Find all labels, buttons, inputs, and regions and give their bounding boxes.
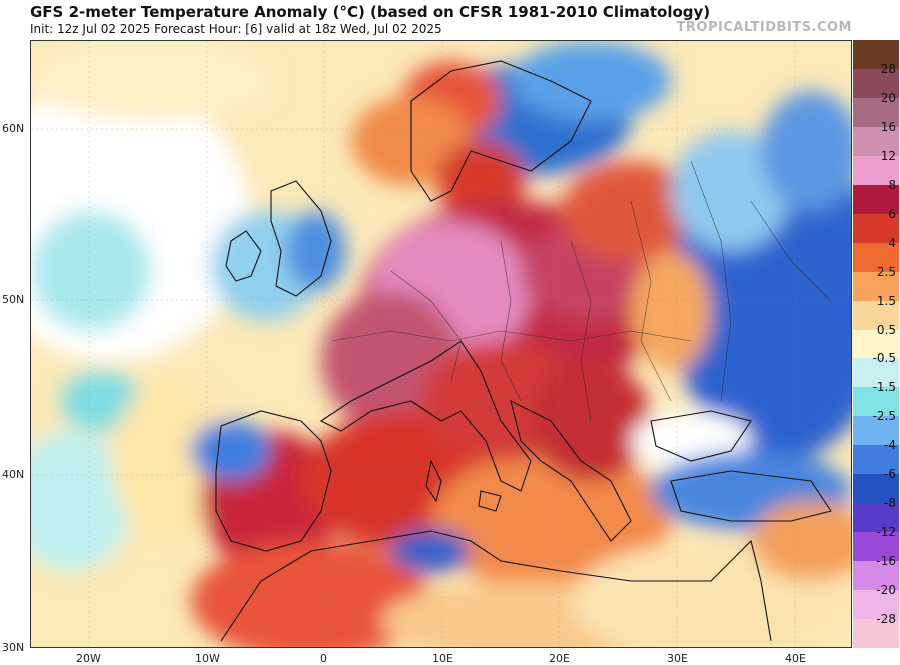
colorbar-label: 6 xyxy=(888,206,896,221)
colorbar-swatch xyxy=(853,184,899,215)
colorbar-label: 12 xyxy=(880,148,896,163)
colorbar-swatch xyxy=(853,532,899,562)
map-canvas xyxy=(31,41,851,647)
lon-label-20e: 20E xyxy=(549,652,570,665)
colorbar-label: -2.5 xyxy=(872,409,896,424)
colorbar-label: -12 xyxy=(876,525,896,540)
colorbar-swatch xyxy=(853,416,899,446)
colorbar-swatch xyxy=(853,619,899,649)
colorbar-swatch xyxy=(853,561,899,591)
colorbar-swatch xyxy=(853,358,899,388)
colorbar-swatch xyxy=(853,155,899,186)
borders xyxy=(330,160,832,422)
colorbar-swatch xyxy=(853,590,899,620)
coastlines xyxy=(215,60,832,642)
colorbar-label: 8 xyxy=(888,177,896,192)
lat-label-40n: 40N xyxy=(2,468,25,481)
lat-label-30n: 30N xyxy=(2,641,25,654)
colorbar-label: -8 xyxy=(884,496,896,511)
colorbar-swatch xyxy=(853,474,899,504)
map-title: GFS 2-meter Temperature Anomaly (°C) (ba… xyxy=(30,3,711,21)
colorbar-label: -1.5 xyxy=(872,380,896,395)
colorbar-swatch xyxy=(853,329,899,359)
colorbar-label: -4 xyxy=(884,438,896,453)
lon-label-0: 0 xyxy=(320,652,327,665)
colorbar-label: -16 xyxy=(876,554,896,569)
colorbar-label: 0.5 xyxy=(876,322,896,337)
colorbar-label: 4 xyxy=(888,235,896,250)
lon-label-20w: 20W xyxy=(76,652,101,665)
colorbar-label: -28 xyxy=(876,612,896,627)
lon-label-40e: 40E xyxy=(785,652,806,665)
colorbar-swatch xyxy=(853,126,899,157)
colorbar-label: 20 xyxy=(880,90,896,105)
graticule xyxy=(31,41,851,647)
colorbar-swatch xyxy=(853,503,899,533)
colorbar-swatch xyxy=(853,387,899,417)
colorbar-swatch xyxy=(853,300,899,330)
anomaly-map xyxy=(30,40,852,648)
colorbar-label: -6 xyxy=(884,467,896,482)
colorbar-label: 1.5 xyxy=(876,293,896,308)
lat-label-50n: 50N xyxy=(2,293,25,306)
lon-label-10e: 10E xyxy=(432,652,453,665)
map-subtitle: Init: 12z Jul 02 2025 Forecast Hour: [6]… xyxy=(30,22,442,36)
colorbar-label: 16 xyxy=(880,119,896,134)
colorbar-label: 28 xyxy=(880,61,896,76)
colorbar: 28 20 16 12 8 6 4 2.5 1.5 0.5 -0.5 -1.5 -2.5 -4 -6 -8 -1… xyxy=(853,40,900,649)
colorbar-swatch xyxy=(853,40,899,70)
colorbar-label: -20 xyxy=(876,583,896,598)
lat-label-60n: 60N xyxy=(2,122,25,135)
colorbar-label: -0.5 xyxy=(872,351,896,366)
brand-watermark: TROPICALTIDBITS.COM xyxy=(676,20,852,35)
colorbar-label: 2.5 xyxy=(876,264,896,279)
colorbar-swatch xyxy=(853,271,899,302)
lon-label-10w: 10W xyxy=(195,652,220,665)
colorbar-swatch xyxy=(853,97,899,128)
lon-label-30e: 30E xyxy=(667,652,688,665)
colorbar-swatch xyxy=(853,445,899,475)
colorbar-swatch xyxy=(853,68,899,99)
colorbar-swatch xyxy=(853,213,899,244)
colorbar-swatch xyxy=(853,242,899,273)
